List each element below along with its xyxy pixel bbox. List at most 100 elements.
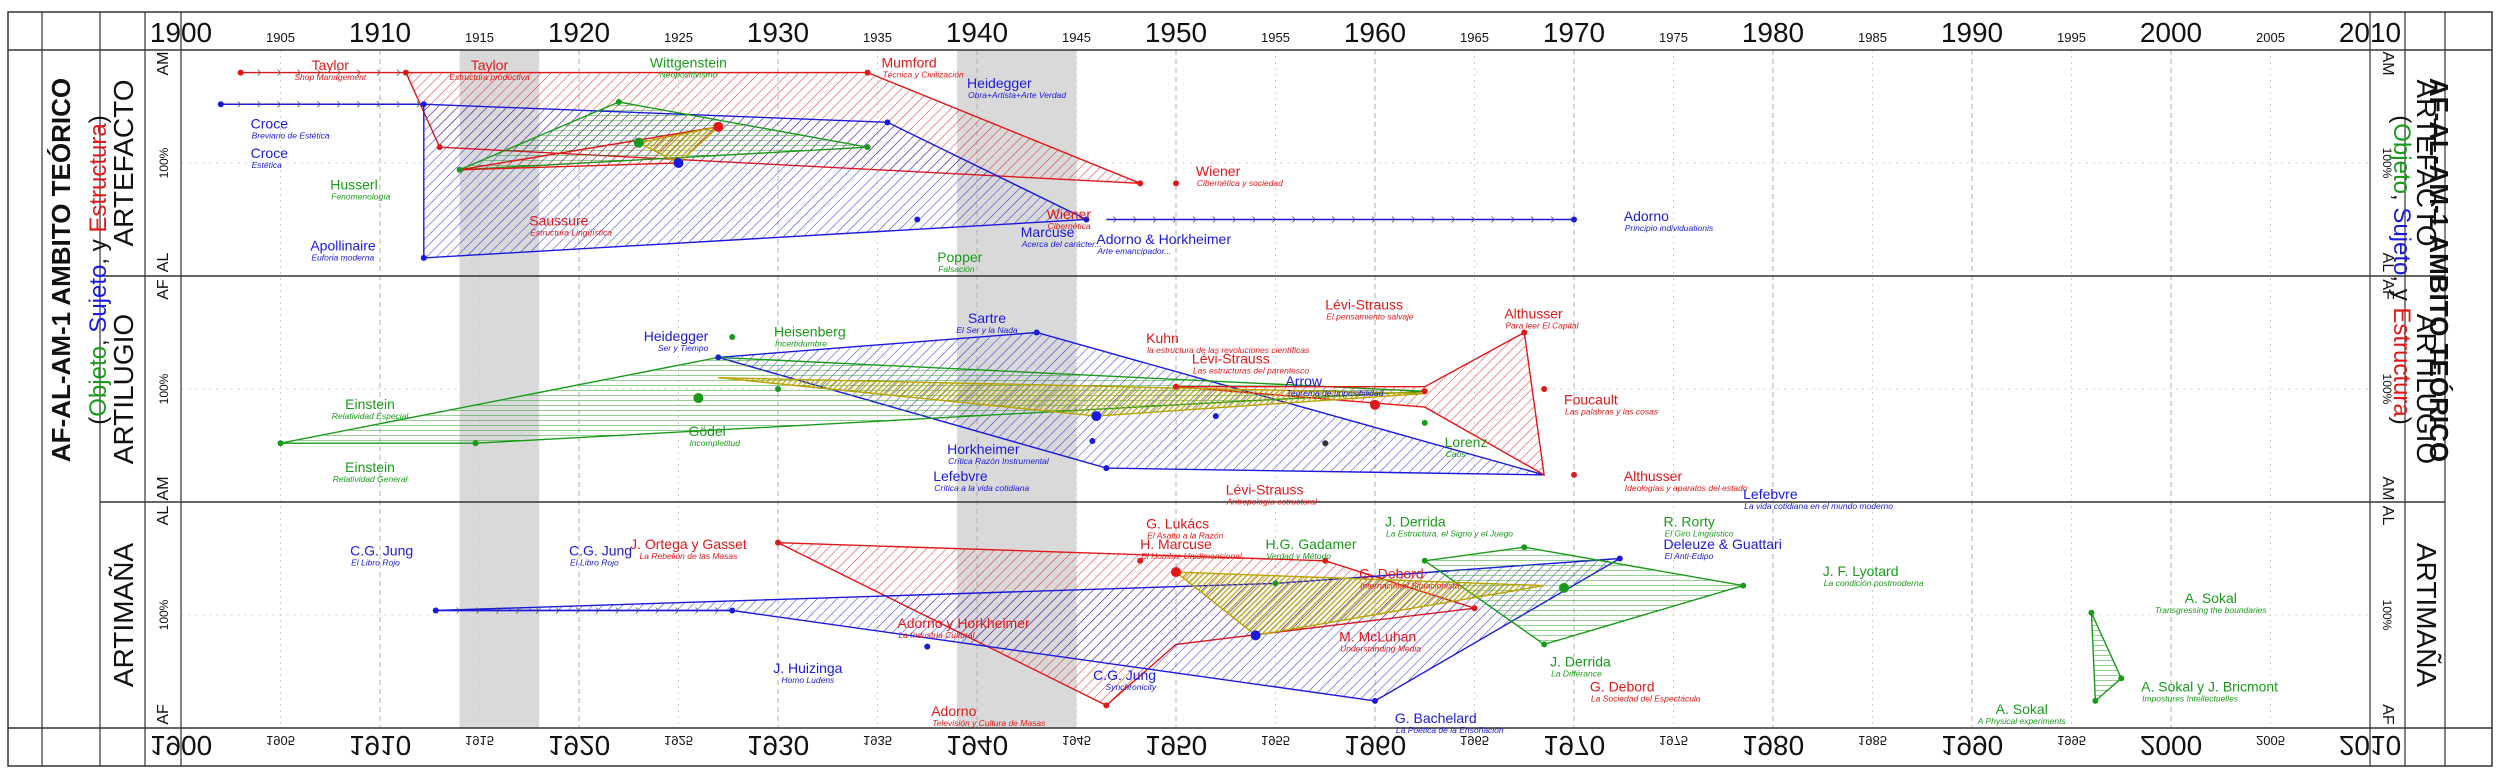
author-marker-44 — [1471, 605, 1478, 612]
author-marker-15 — [420, 254, 427, 261]
author-marker-4 — [420, 101, 427, 108]
arrow-tick — [1351, 216, 1356, 223]
annotation-name-9: Wiener — [1196, 163, 1241, 179]
arrow-tick — [376, 100, 381, 108]
bottom-minor-label-10: 2005 — [2256, 733, 2285, 748]
arrow-tick — [297, 100, 301, 108]
author-marker-10 — [633, 137, 644, 148]
annotation-name-45: Adorno y Horkheimer — [897, 615, 1030, 631]
annotation-name-40: Deleuze & Guattari — [1664, 536, 1782, 552]
annotation-sub-22: la estructura de las revoluciones cientí… — [1147, 345, 1310, 355]
annotation-sub-7: Fenomenología — [331, 192, 390, 202]
right-subtitle: (Objeto, Sujeto, y Estructura) — [2388, 115, 2415, 425]
left-band-mid-1: 100% — [157, 373, 171, 404]
annotation-name-43: C.G. Jung — [350, 543, 413, 559]
arrow-tick — [1212, 216, 1217, 223]
arrow-tick — [1371, 216, 1376, 223]
annotation-sub-30: Crítica a la vida cotidiana — [934, 483, 1029, 493]
annotation-name-51: G. Debord — [1590, 678, 1655, 694]
author-marker-53 — [1103, 702, 1110, 709]
author-marker-58 — [2092, 697, 2099, 704]
arrow-tick — [535, 607, 540, 614]
annotation-name-23: Lévi-Strauss — [1325, 296, 1403, 312]
annotation-name-6: Croce — [251, 145, 289, 161]
annotation-name-47: C.G. Jung — [1093, 667, 1156, 683]
top-minor-label-4: 1945 — [1062, 30, 1091, 45]
annotation-name-2: Wittgenstein — [650, 55, 727, 71]
annotation-name-15: Adorno — [1624, 208, 1669, 224]
annotation-name-8: Saussure — [529, 213, 588, 229]
left-band-name-1: ARTILUGIO — [108, 314, 139, 464]
author-marker-54 — [1250, 630, 1261, 641]
annotation-name-27: Foucault — [1564, 391, 1618, 407]
annotation-name-54: A. Sokal y J. Bricmont — [2141, 678, 2278, 694]
annotation-sub-49: Understanding Media — [1340, 644, 1421, 654]
author-marker-9 — [864, 144, 871, 151]
author-marker-38 — [775, 539, 781, 546]
annotation-name-13: Popper — [937, 249, 982, 265]
bottom-minor-label-3: 1935 — [863, 733, 892, 748]
annotation-name-0: Taylor — [312, 57, 350, 73]
annotation-name-48: Adorno — [931, 703, 976, 719]
annotation-sub-0: Shop Management — [294, 72, 366, 82]
arrow-tick — [675, 607, 680, 614]
arrow-tick — [1132, 216, 1137, 223]
arrow-tick — [416, 100, 421, 108]
author-marker-30 — [1212, 413, 1219, 420]
left-title: AF-AL-AM-1 AMBITO TEÓRICO — [46, 78, 76, 462]
author-marker-12 — [673, 158, 684, 168]
annotation-name-7: Husserl — [330, 177, 377, 193]
left-band-name-2: ARTIMAÑA — [108, 543, 139, 687]
right-subtitle-sujeto: Sujeto — [2388, 207, 2415, 275]
annotation-sub-48: Televisión y Cultura de Masas — [932, 718, 1046, 728]
arrow-tick — [635, 607, 640, 614]
polygon-center-13 — [1173, 571, 1545, 637]
author-marker-20 — [472, 440, 479, 447]
bottom-major-label-3: 1930 — [747, 730, 809, 761]
annotation-sub-53: Transgressing the boundaries — [2155, 605, 2268, 615]
annotation-sub-55: A Physical experiments — [1977, 716, 2067, 726]
annotation-name-20: Einstein — [345, 459, 395, 475]
annotation-sub-19: Relatividad Especial — [332, 411, 410, 421]
annotation-sub-29: Crítica Razón Instrumental — [948, 456, 1050, 466]
left-subtitle: (Objeto, Sujeto, y Estructura) — [85, 115, 112, 425]
author-marker-55 — [1372, 697, 1378, 704]
arrow-tick — [396, 69, 401, 76]
arrow-tick — [615, 607, 620, 614]
bottom-major-label-11: 2010 — [2339, 730, 2401, 761]
annotation-name-4: Heidegger — [967, 75, 1032, 91]
annotation-sub-2: Neopositivismo — [660, 70, 718, 80]
annotation-sub-39: El Giro Lingüístico — [1665, 528, 1734, 538]
author-marker-3 — [217, 101, 224, 108]
right-band-top-0: AM — [2379, 52, 2396, 76]
annotation-sub-11: Euforia moderna — [311, 253, 374, 263]
author-marker-31 — [1322, 440, 1329, 447]
annotation-sub-50: La Différance — [1551, 668, 1602, 678]
annotation-name-28: Lorenz — [1445, 434, 1488, 450]
bottom-major-label-9: 1990 — [1941, 730, 2003, 761]
annotation-sub-25: Para leer El Capital — [1505, 320, 1579, 330]
annotation-name-21: Gödel — [688, 423, 725, 439]
annotation-name-34: J. Ortega y Gasset — [630, 536, 747, 552]
top-major-label-3: 1930 — [747, 17, 809, 48]
author-marker-36 — [1541, 386, 1548, 392]
annotation-name-18: Heisenberg — [774, 323, 846, 339]
annotation-name-36: H. Marcuse — [1140, 536, 1212, 552]
annotation-sub-20: Relatividad General — [333, 474, 409, 484]
annotation-sub-15: Principio individuationis — [1625, 223, 1714, 233]
arrow-tick — [237, 100, 242, 108]
